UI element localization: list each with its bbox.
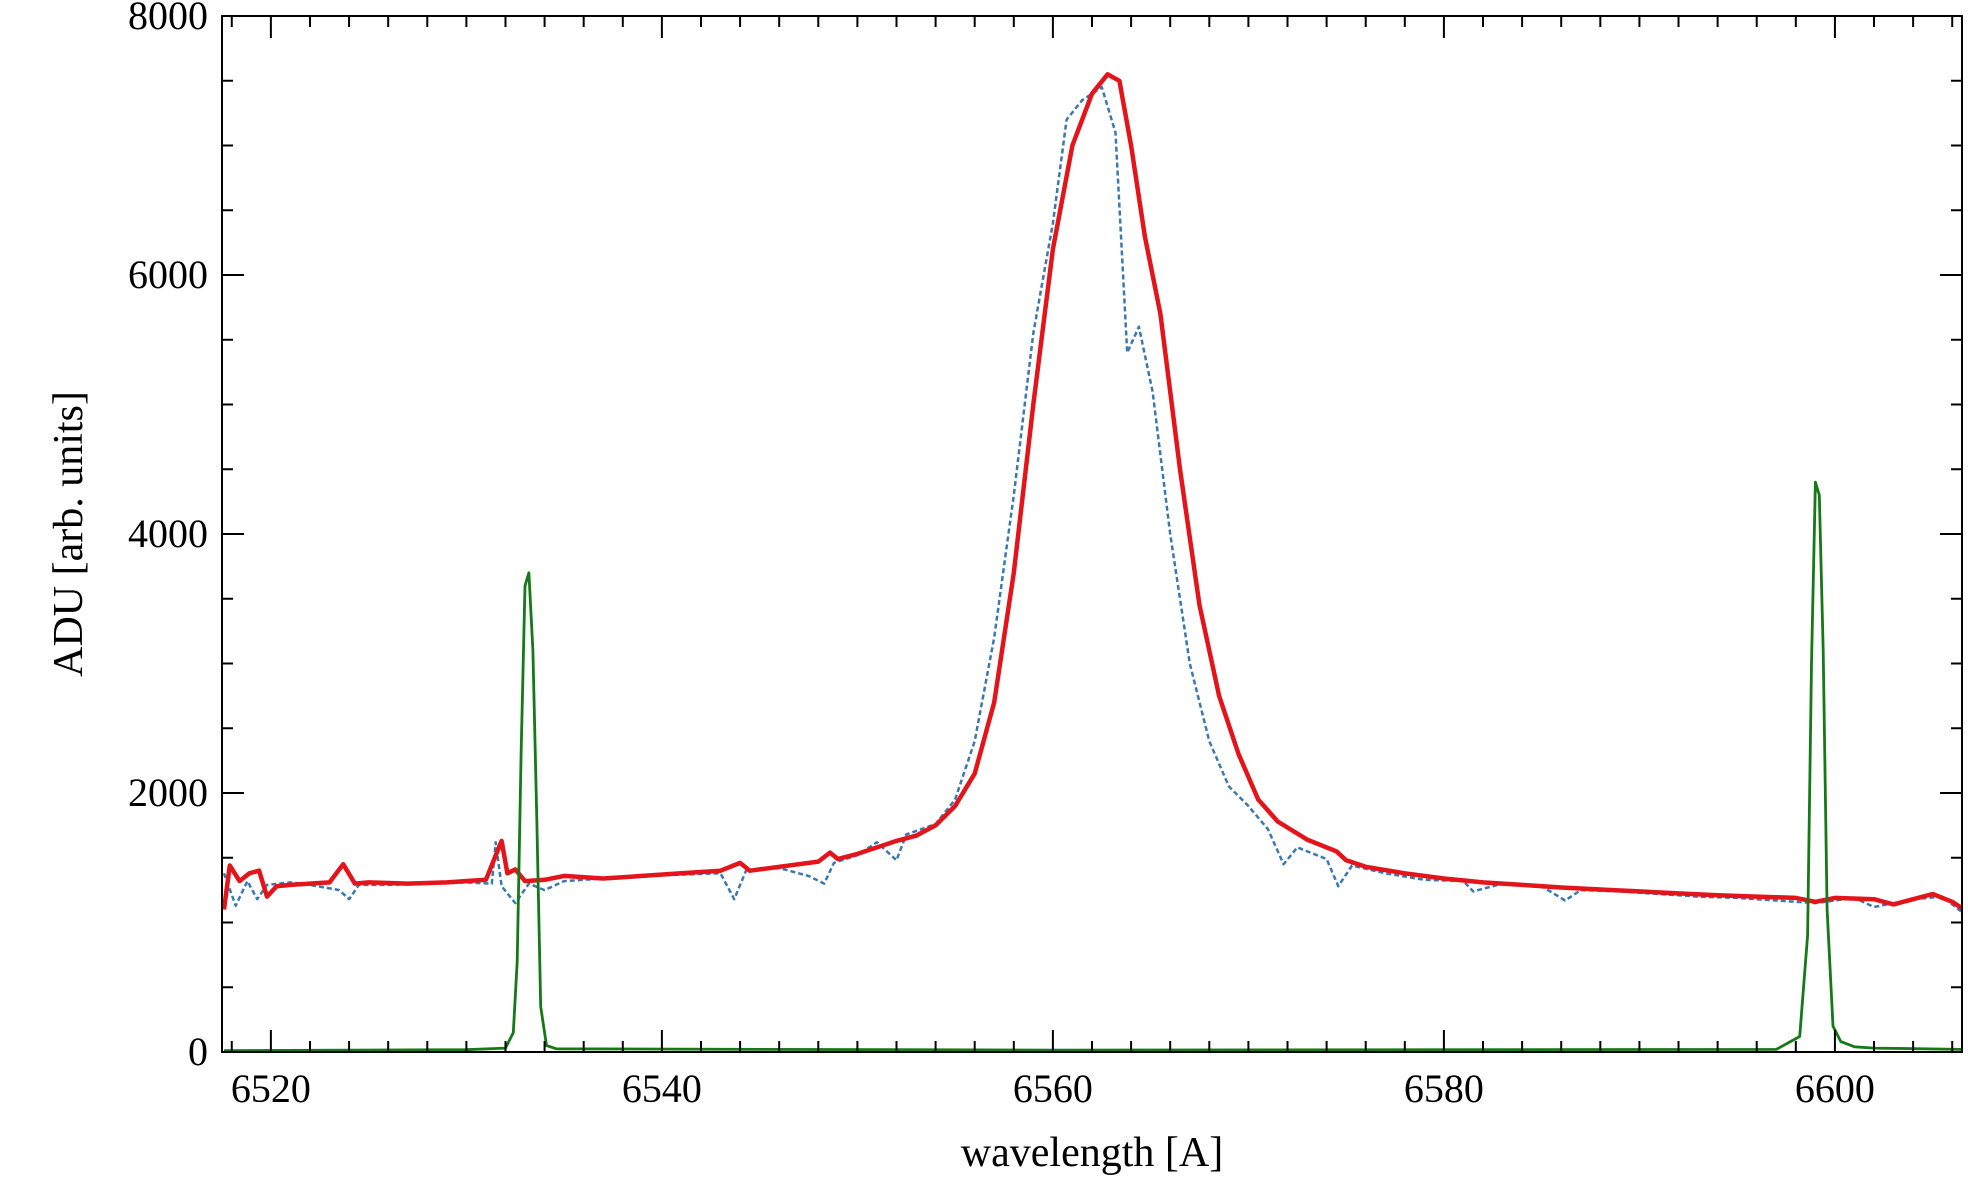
x-tick-label: 6560: [1013, 1066, 1093, 1111]
tick-layer: 6520 6540 6560 6580 6600 0 2000 4000 6000 8000: [128, 0, 1962, 1111]
y-tick-label: 6000: [128, 252, 208, 297]
series-layer: [221, 72, 1964, 1053]
x-tick-label: 6600: [1795, 1066, 1875, 1111]
x-tick-label: 6520: [231, 1066, 311, 1111]
series-line-blue-dashed: [222, 85, 1963, 914]
y-tick-label: 2000: [128, 770, 208, 815]
y-tick-label: 4000: [128, 511, 208, 556]
x-axis-label: wavelength [A]: [961, 1130, 1223, 1176]
plot-frame: [221, 15, 1963, 1053]
y-tick-label: 0: [188, 1029, 208, 1074]
x-tick-label: 6540: [622, 1066, 702, 1111]
y-axis-label: ADU [arb. units]: [46, 391, 92, 677]
series-line-green: [223, 480, 1963, 1053]
series-line-red: [221, 72, 1964, 911]
x-tick-label: 6580: [1404, 1066, 1484, 1111]
y-tick-label: 8000: [128, 0, 208, 38]
